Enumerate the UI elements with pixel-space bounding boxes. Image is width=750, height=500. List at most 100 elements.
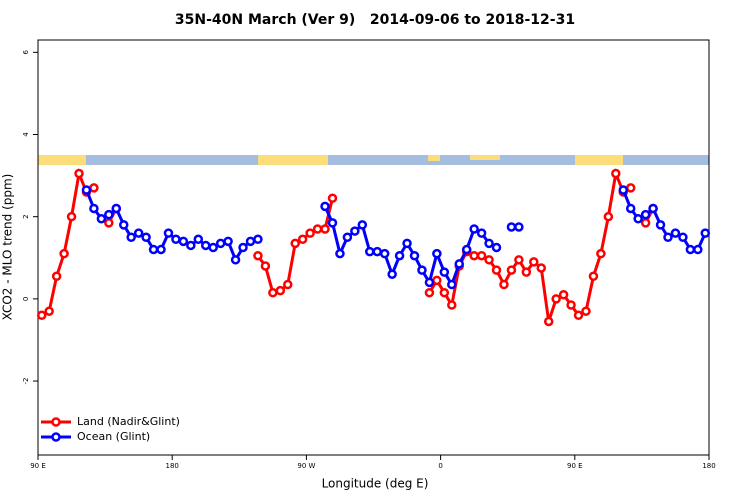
- point: [223, 236, 233, 247]
- point: [521, 267, 532, 277]
- point: [260, 261, 271, 271]
- point: [387, 269, 397, 279]
- point: [104, 209, 114, 220]
- y-tick-label: 4: [22, 132, 30, 137]
- point: [126, 232, 136, 242]
- point: [238, 242, 248, 253]
- point: [283, 279, 293, 290]
- point: [469, 250, 479, 261]
- point: [439, 267, 450, 277]
- point: [320, 224, 330, 234]
- point: [476, 228, 487, 238]
- legend-swatch-point: [51, 417, 61, 427]
- point: [596, 248, 606, 259]
- point: [625, 183, 636, 193]
- point: [648, 203, 658, 214]
- point: [133, 228, 144, 238]
- point: [529, 257, 539, 267]
- point: [253, 250, 263, 261]
- point: [66, 211, 77, 222]
- point: [89, 203, 99, 214]
- point: [566, 300, 576, 310]
- point: [603, 211, 614, 222]
- y-tick-label: -2: [22, 378, 30, 385]
- point: [655, 220, 666, 230]
- point: [409, 250, 420, 261]
- point: [208, 242, 218, 253]
- point: [700, 228, 711, 238]
- point: [640, 218, 651, 228]
- x-tick-label: 0: [438, 462, 442, 470]
- point: [551, 294, 561, 304]
- point: [312, 224, 323, 234]
- point: [275, 285, 286, 296]
- point: [670, 228, 681, 238]
- point: [678, 232, 688, 242]
- point: [342, 232, 353, 242]
- point: [581, 306, 591, 316]
- point: [469, 224, 479, 234]
- point: [447, 300, 457, 310]
- y-tick-label: 2: [22, 214, 30, 218]
- point: [178, 236, 189, 247]
- point: [558, 290, 569, 300]
- plot-frame: [37, 39, 710, 456]
- legend-label: Land (Nadir&Glint): [77, 415, 180, 428]
- point: [111, 203, 122, 214]
- point: [379, 248, 390, 259]
- point: [327, 193, 338, 203]
- point: [297, 234, 308, 245]
- x-tick-label: 90 E: [567, 462, 583, 470]
- land-strip: [258, 155, 328, 165]
- point: [625, 203, 636, 214]
- point: [163, 228, 174, 238]
- point: [484, 238, 494, 249]
- point: [141, 232, 151, 242]
- point: [640, 209, 651, 220]
- point: [491, 242, 502, 253]
- point: [476, 250, 487, 261]
- point: [394, 250, 405, 261]
- point: [193, 234, 204, 245]
- point: [693, 244, 703, 255]
- point: [320, 201, 330, 212]
- point: [424, 277, 435, 288]
- point: [290, 238, 300, 249]
- point: [365, 246, 375, 257]
- legend-label: Ocean (Glint): [77, 430, 150, 443]
- surface-strip: [38, 155, 709, 165]
- point: [335, 248, 345, 259]
- point: [148, 244, 159, 255]
- x-axis-label: Longitude (deg E): [322, 477, 429, 491]
- point: [81, 185, 92, 195]
- point: [417, 265, 427, 275]
- point: [424, 287, 435, 298]
- y-tick-label: 0: [22, 297, 30, 301]
- point: [59, 248, 69, 259]
- point: [51, 271, 62, 282]
- point: [402, 238, 412, 249]
- point: [44, 306, 54, 316]
- point: [432, 275, 442, 286]
- point: [327, 218, 338, 228]
- point: [201, 240, 211, 251]
- point: [461, 244, 472, 255]
- point: [588, 271, 599, 282]
- point: [186, 240, 196, 251]
- point: [432, 248, 442, 259]
- point: [685, 244, 696, 255]
- x-tick-label: 90 W: [297, 462, 315, 470]
- point: [104, 218, 114, 228]
- point: [305, 228, 315, 238]
- point: [447, 279, 457, 290]
- point: [357, 220, 368, 230]
- point: [536, 263, 546, 273]
- chart-title: 35N-40N March (Ver 9) 2014-09-06 to 2018…: [175, 12, 575, 28]
- point: [514, 222, 524, 232]
- point: [96, 213, 107, 224]
- point: [215, 238, 226, 249]
- point: [372, 246, 382, 257]
- y-tick-label: 6: [22, 50, 30, 55]
